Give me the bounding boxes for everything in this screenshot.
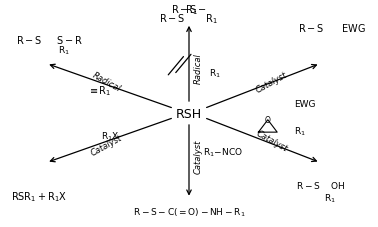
Text: $\rm{R-S-\!\!\!\!\!\!\!\!\!\!\!\!\!\!R_1}$: $\rm{R-S-\!\!\!\!\!\!\!\!\!\!\!\!\!\!R_1… [171, 3, 207, 17]
Text: EWG: EWG [294, 100, 316, 109]
Text: $\rm{R-S}$      EWG: $\rm{R-S}$ EWG [297, 22, 366, 34]
Text: $\ \ \ \ \ \ \ \rm{R_1}$: $\ \ \ \ \ \ \ \rm{R_1}$ [38, 44, 70, 57]
Text: $\rm{R-S\ \ \ \ \ S-R}$: $\rm{R-S\ \ \ \ \ S-R}$ [16, 34, 84, 45]
Text: Catalyst: Catalyst [254, 128, 289, 153]
Text: Radical: Radical [91, 71, 122, 94]
Text: RSH: RSH [176, 107, 202, 120]
Text: $\rm{R_1}$: $\rm{R_1}$ [294, 125, 306, 138]
Text: $\rm{R_1}$: $\rm{R_1}$ [209, 67, 221, 79]
Text: Radical: Radical [194, 53, 203, 84]
Text: $\rm{R-S}$       $\rm{R_1}$: $\rm{R-S}$ $\rm{R_1}$ [160, 12, 218, 26]
Text: $\equiv\!\rm{R_1}$: $\equiv\!\rm{R_1}$ [88, 84, 110, 98]
Text: $\rm{R-S\ \ \ \ OH}$
$\rm{\ \ \ \ \ \ \ R_1}$: $\rm{R-S\ \ \ \ OH}$ $\rm{\ \ \ \ \ \ \ … [296, 179, 345, 205]
Text: O: O [265, 116, 271, 125]
Text: $\rm{R_1}\!-\!NCO$: $\rm{R_1}\!-\!NCO$ [203, 146, 243, 158]
Text: Catalyst: Catalyst [194, 139, 203, 173]
Text: $\rm{RSR_1 + R_1X}$: $\rm{RSR_1 + R_1X}$ [11, 190, 67, 203]
Text: $\rm{R_1}X$: $\rm{R_1}X$ [101, 130, 119, 142]
Text: Catalyst: Catalyst [254, 70, 289, 94]
Text: Catalyst: Catalyst [89, 133, 124, 157]
Text: $\rm{R-S-C(=O)-NH-R_1}$: $\rm{R-S-C(=O)-NH-R_1}$ [133, 206, 245, 218]
